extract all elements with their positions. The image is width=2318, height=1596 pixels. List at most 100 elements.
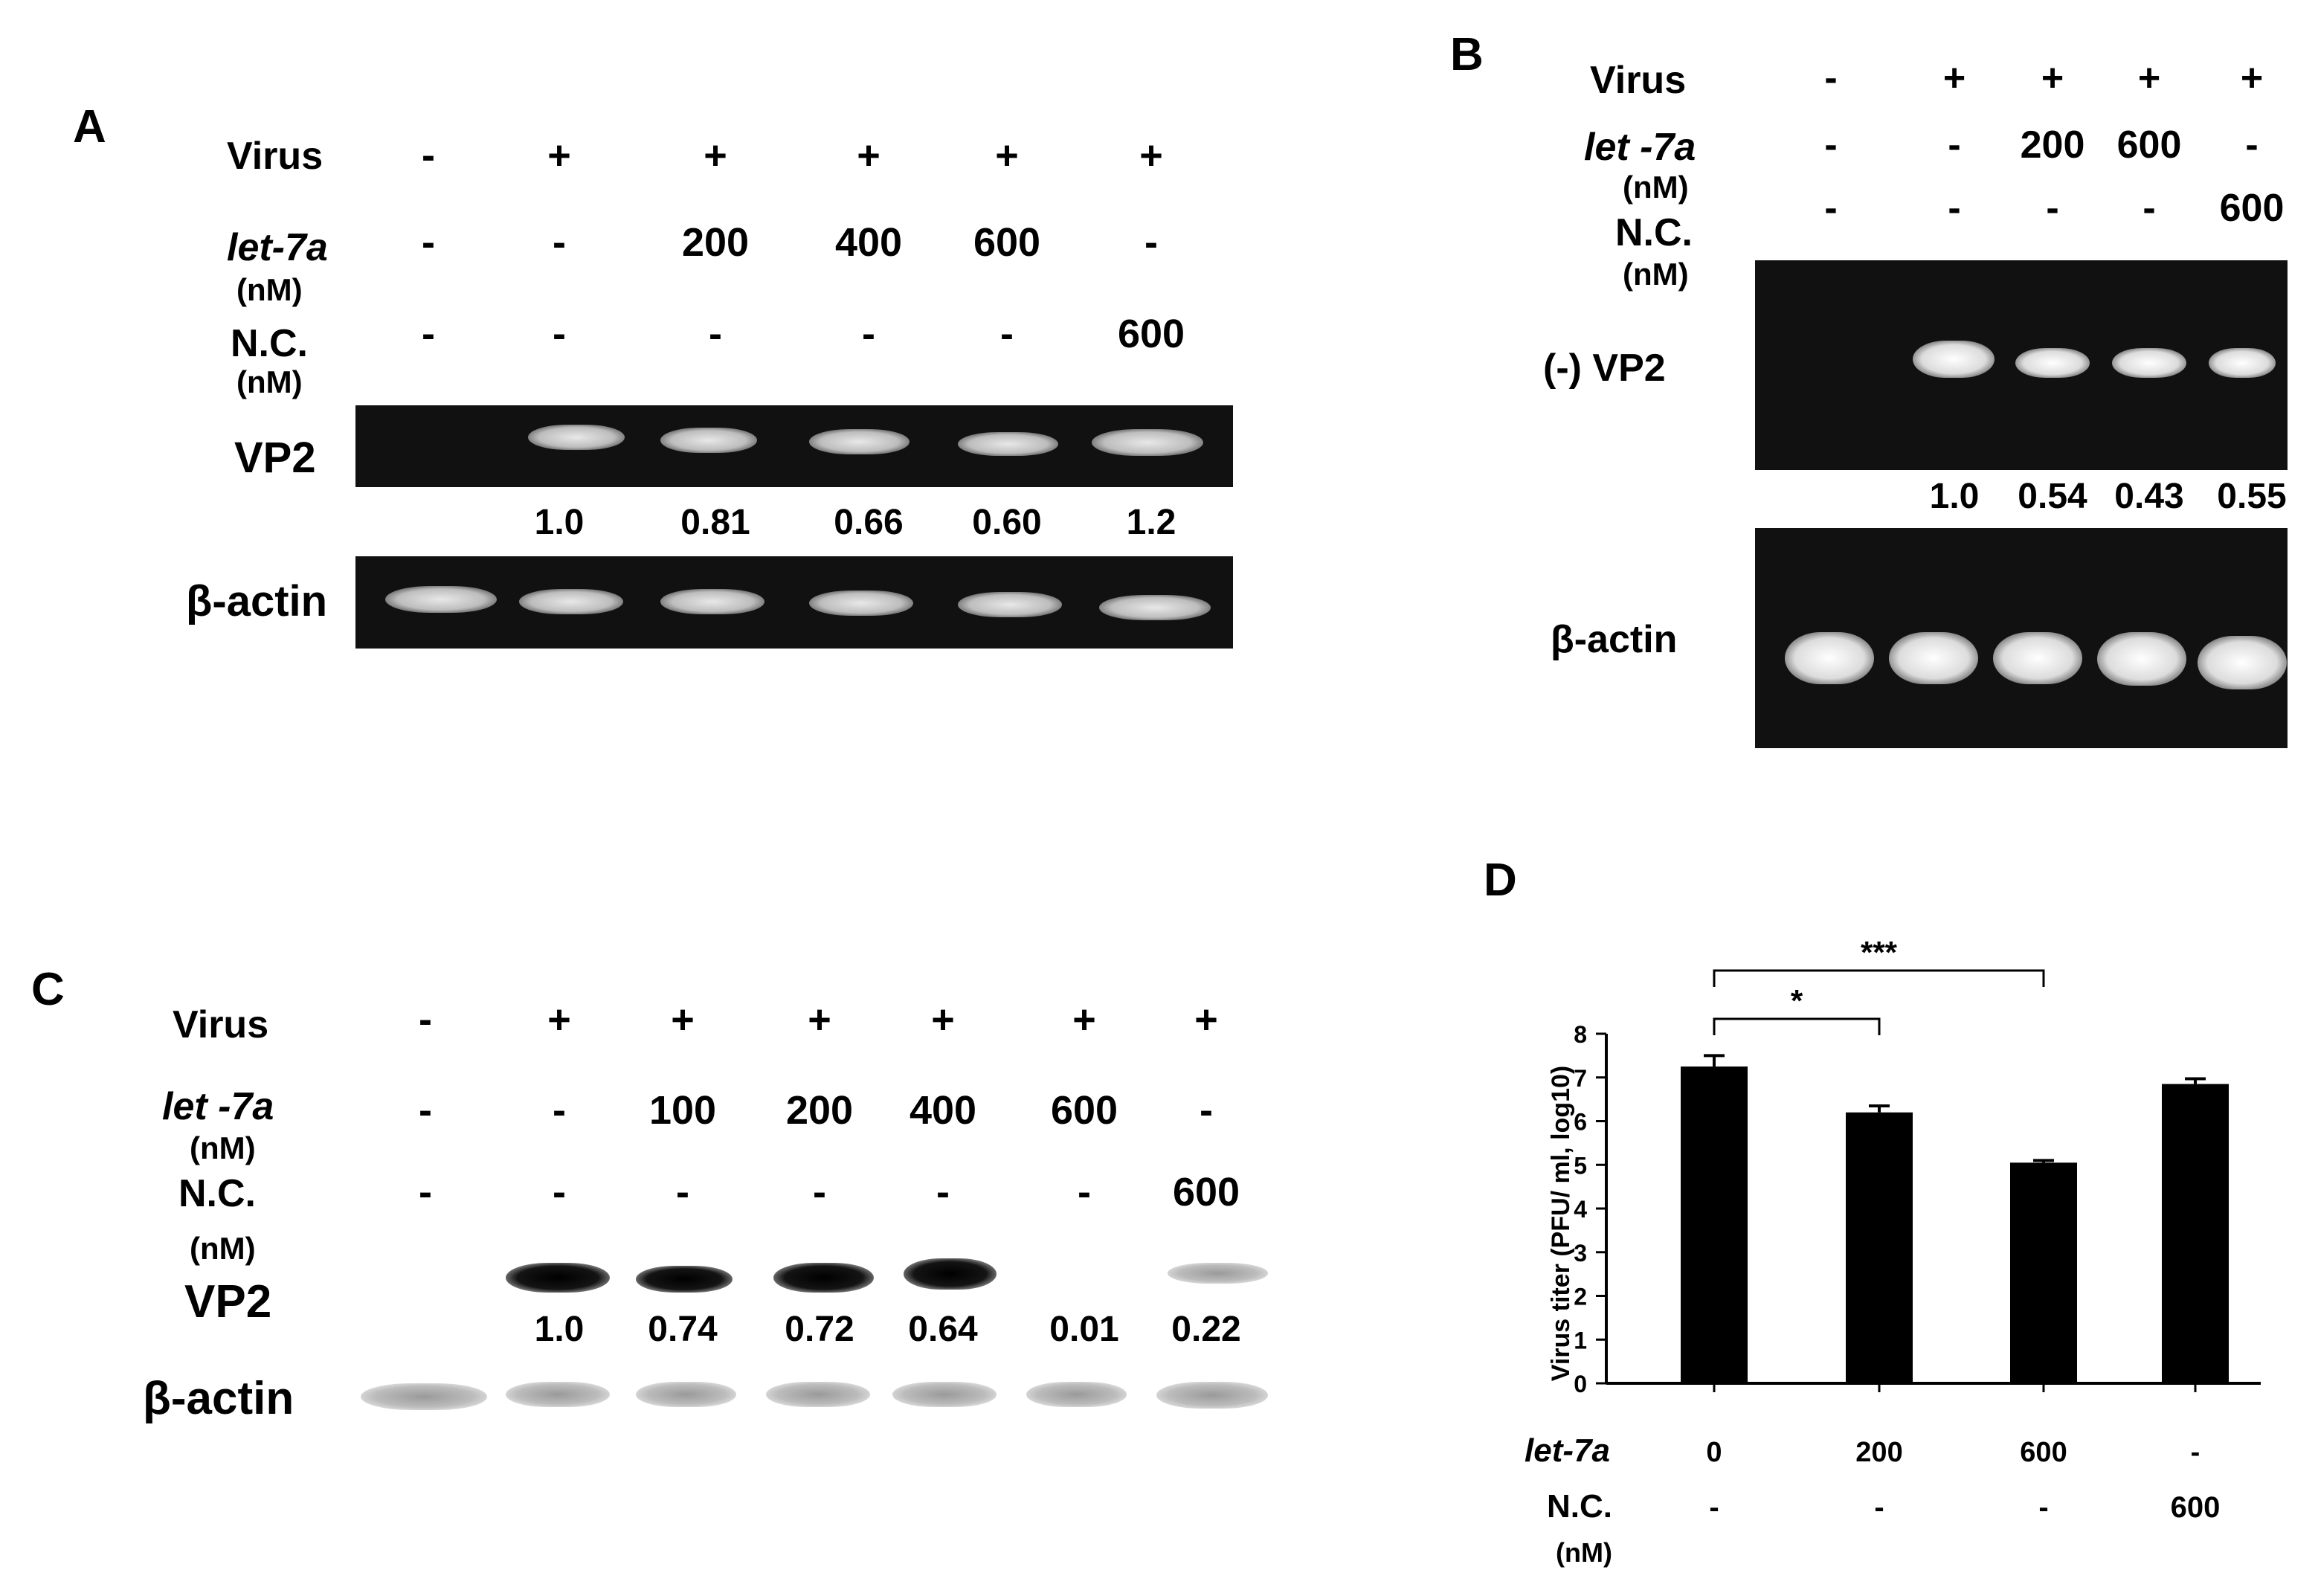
significance-label: * bbox=[1791, 983, 1803, 1018]
y-tick-label: 7 bbox=[1574, 1065, 1587, 1092]
condition-cell: + bbox=[547, 997, 571, 1042]
condition-cell: - bbox=[1144, 220, 1158, 265]
condition-cell: - bbox=[813, 1170, 826, 1214]
condition-cell: - bbox=[1948, 187, 1961, 230]
condition-cell: + bbox=[547, 133, 571, 178]
condition-cell: - bbox=[1078, 1170, 1091, 1214]
y-tick-label: 0 bbox=[1574, 1371, 1587, 1397]
condition-cell: 100 bbox=[648, 1088, 717, 1133]
let7a-row-label: let-7a bbox=[1525, 1432, 1610, 1469]
condition-cell: + bbox=[2041, 57, 2064, 100]
condition-cell: + bbox=[1139, 133, 1163, 178]
condition-cell: + bbox=[995, 133, 1019, 178]
y-tick-label: 4 bbox=[1574, 1196, 1587, 1223]
quant-value: 0.64 bbox=[908, 1310, 978, 1349]
quant-value: 0.66 bbox=[834, 503, 904, 542]
panel-a-actin-gel bbox=[355, 556, 1233, 649]
condition-cell: - bbox=[676, 1170, 689, 1214]
condition-cell: 400 bbox=[834, 220, 903, 265]
panel-c-nc-unit: (nM) bbox=[190, 1231, 256, 1266]
panel-b-actin-gel bbox=[1755, 528, 2288, 748]
quant-value: 0.72 bbox=[785, 1310, 854, 1349]
panel-a-letter: A bbox=[73, 101, 106, 152]
y-tick-label: 8 bbox=[1574, 1021, 1587, 1048]
condition-cell: - bbox=[862, 312, 875, 356]
nc-value: 600 bbox=[2171, 1491, 2221, 1524]
x-tick-label: 600 bbox=[2020, 1437, 2067, 1468]
panel-b-vp2-label: (-) VP2 bbox=[1543, 347, 1666, 390]
condition-cell: - bbox=[553, 1088, 566, 1133]
y-tick-label: 1 bbox=[1574, 1327, 1587, 1354]
condition-cell: - bbox=[2046, 187, 2059, 230]
condition-cell: - bbox=[2142, 187, 2156, 230]
panel-b-let7a-unit: (nM) bbox=[1623, 170, 1689, 205]
condition-cell: - bbox=[936, 1170, 950, 1214]
quant-value: 0.54 bbox=[2018, 477, 2087, 516]
panel-a-let7a-label: let-7a bbox=[227, 226, 328, 269]
panel-b-nc-label: N.C. bbox=[1615, 211, 1693, 254]
condition-cell: 600 bbox=[1172, 1170, 1240, 1214]
quant-value: 0.01 bbox=[1049, 1310, 1119, 1349]
condition-cell: + bbox=[671, 997, 695, 1042]
panel-c-virus-label: Virus bbox=[173, 1003, 269, 1046]
condition-cell: - bbox=[1824, 187, 1838, 230]
panel-b-letter: B bbox=[1450, 29, 1484, 80]
panel-a-vp2-label: VP2 bbox=[234, 434, 316, 482]
condition-cell: 600 bbox=[2219, 187, 2285, 230]
condition-cell: 600 bbox=[1050, 1088, 1118, 1133]
x-tick-label: 200 bbox=[1855, 1437, 1902, 1468]
condition-cell: 200 bbox=[681, 220, 750, 265]
condition-cell: 200 bbox=[2020, 123, 2085, 167]
nc-unit-label: (nM) bbox=[1556, 1537, 1612, 1568]
panel-b-actin-label: β-actin bbox=[1551, 618, 1678, 661]
panel-c-vp2-label: VP2 bbox=[184, 1276, 272, 1328]
condition-cell: - bbox=[419, 997, 432, 1042]
condition-cell: + bbox=[1072, 997, 1096, 1042]
condition-cell: 600 bbox=[973, 220, 1041, 265]
condition-cell: - bbox=[422, 220, 435, 265]
panel-c-let7a-label: let -7a bbox=[162, 1085, 274, 1128]
panel-a-virus-label: Virus bbox=[227, 135, 323, 178]
condition-cell: 400 bbox=[909, 1088, 977, 1133]
condition-cell: - bbox=[422, 312, 435, 356]
condition-cell: - bbox=[1824, 57, 1838, 100]
y-tick-label: 3 bbox=[1574, 1240, 1587, 1267]
panel-b-nc-unit: (nM) bbox=[1623, 257, 1689, 292]
condition-cell: - bbox=[419, 1088, 432, 1133]
x-tick-label: 0 bbox=[1706, 1437, 1722, 1468]
significance-label: *** bbox=[1861, 935, 1898, 970]
y-tick-label: 6 bbox=[1574, 1109, 1587, 1136]
quant-value: 0.74 bbox=[648, 1310, 718, 1349]
bar bbox=[1846, 1112, 1913, 1383]
condition-cell: + bbox=[704, 133, 727, 178]
quant-value: 0.60 bbox=[972, 503, 1042, 542]
condition-cell: + bbox=[2137, 57, 2161, 100]
condition-cell: + bbox=[808, 997, 831, 1042]
condition-cell: - bbox=[553, 220, 566, 265]
panel-d-letter: D bbox=[1484, 855, 1517, 906]
condition-cell: - bbox=[1948, 123, 1961, 167]
panel-b-vp2-gel bbox=[1755, 260, 2288, 470]
condition-cell: 200 bbox=[785, 1088, 854, 1133]
quant-value: 1.2 bbox=[1126, 503, 1176, 542]
nc-row-label: N.C. bbox=[1547, 1488, 1612, 1525]
condition-cell: - bbox=[422, 133, 435, 178]
bar bbox=[2010, 1162, 2077, 1383]
condition-cell: - bbox=[1824, 123, 1838, 167]
panel-c-nc-label: N.C. bbox=[178, 1172, 256, 1215]
quant-value: 1.0 bbox=[534, 503, 585, 542]
y-axis-label: Virus titer (PFU/ ml, log10) bbox=[1547, 1066, 1575, 1381]
nc-value: - bbox=[2038, 1491, 2048, 1524]
condition-cell: + bbox=[1942, 57, 1966, 100]
condition-cell: + bbox=[2240, 57, 2264, 100]
panel-a-vp2-gel bbox=[355, 405, 1233, 487]
condition-cell: - bbox=[2245, 123, 2259, 167]
condition-cell: + bbox=[857, 133, 880, 178]
condition-cell: - bbox=[1000, 312, 1014, 356]
nc-value: - bbox=[1874, 1491, 1884, 1524]
panel-a-actin-label: β-actin bbox=[186, 577, 328, 625]
significance-bracket bbox=[1713, 969, 2045, 987]
panel-b-let7a-label: let -7a bbox=[1584, 126, 1696, 169]
quant-value: 0.81 bbox=[680, 503, 750, 542]
quant-value: 0.22 bbox=[1171, 1310, 1241, 1349]
